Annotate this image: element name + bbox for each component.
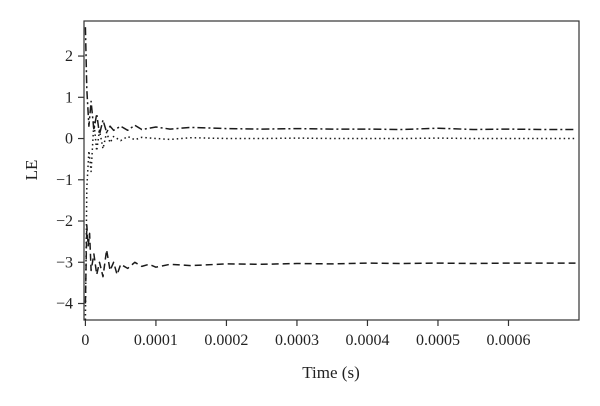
series-line-dash-dot [84, 27, 576, 136]
y-tick-label: −3 [56, 254, 73, 271]
y-tick-label: −4 [56, 296, 73, 313]
x-tick-label: 0.0001 [134, 332, 178, 349]
x-tick-label: 0 [81, 332, 89, 349]
series-layer [84, 27, 576, 320]
y-tick-label: −2 [56, 213, 73, 230]
x-axis-ticks: 0 0.0001 0.0002 0.0003 0.0004 0.0005 0.0006 [81, 320, 530, 349]
x-tick-label: 0.0005 [416, 332, 460, 349]
y-axis-ticks: −4 −3 −2 −1 0 1 2 [56, 48, 84, 313]
x-tick-label: 0.0006 [486, 332, 530, 349]
x-axis-title: Time (s) [302, 363, 359, 382]
series-line-dashed [84, 224, 576, 304]
y-tick-label: 1 [65, 89, 73, 106]
y-tick-label: 2 [65, 48, 73, 65]
y-tick-label: −1 [56, 172, 73, 189]
y-axis-title: LE [22, 160, 41, 181]
x-tick-label: 0.0004 [345, 332, 389, 349]
plot-frame [83, 20, 580, 321]
series-line-dotted [84, 121, 576, 320]
y-tick-label: 0 [65, 131, 73, 148]
x-tick-label: 0.0003 [275, 332, 319, 349]
x-tick-label: 0.0002 [204, 332, 248, 349]
